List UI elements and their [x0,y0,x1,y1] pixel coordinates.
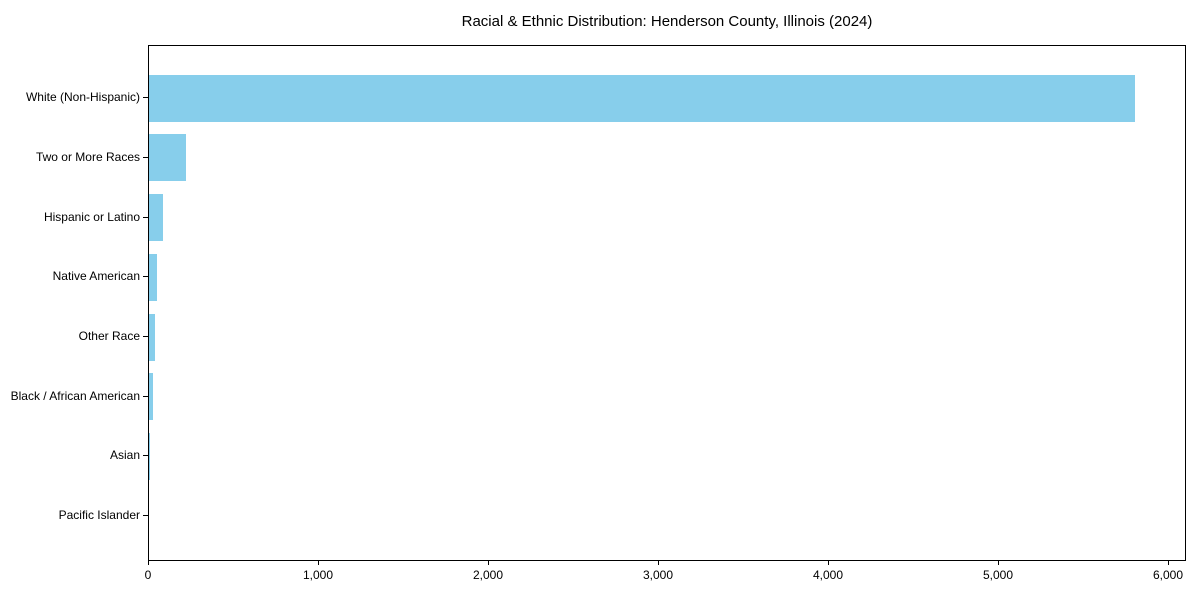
y-axis-label: Asian [109,448,140,463]
y-axis-label: Black / African American [10,388,140,403]
y-axis-tick [143,455,148,457]
bar-native-american [149,253,157,301]
y-axis-label: Other Race [78,329,140,343]
bar-asian [149,432,150,480]
plot-area [148,45,1186,561]
y-axis-tick [143,156,148,158]
x-axis-tick [658,560,659,565]
y-axis-tick [143,515,148,517]
bar-other-race [149,313,155,361]
y-axis-labels: White (Non-Hispanic) Two or More Races His… [0,45,140,561]
y-axis-label: Hispanic or Latino [43,209,140,224]
x-axis-tick-label: 5,000 [982,568,1014,582]
bar-two-or-more-races [149,134,187,182]
x-axis-tick [318,560,319,565]
x-axis-tick-label: 0 [144,568,152,582]
chart-title: Racial & Ethnic Distribution: Henderson … [461,13,873,30]
x-axis-tick-label: 6,000 [1152,568,1184,582]
y-axis-label: Two or More Races [35,149,140,164]
bar-white-non-hispanic [149,74,1135,122]
y-axis-label: White (Non-Hispanic) [25,90,140,105]
y-axis-tick [143,395,148,397]
x-axis-tick-label: 2,000 [472,568,504,582]
y-axis-tick [143,276,148,278]
bar-black-african-american [149,373,154,421]
y-axis-label: Pacific Islander [58,508,140,523]
x-axis-tick [488,560,489,565]
bar-hispanic-or-latino [149,194,163,242]
x-axis-tick [998,560,999,565]
x-axis-tick-label: 4,000 [812,568,844,582]
y-axis-tick [143,97,148,99]
x-axis-tick [1168,560,1169,565]
x-axis-tick [148,560,149,565]
y-axis-label: Native American [52,269,140,284]
x-axis-tick-label: 1,000 [302,568,334,582]
x-axis-tick-label: 3,000 [642,568,674,582]
y-axis-tick [143,336,148,337]
y-axis-tick [143,216,148,218]
x-axis-tick [828,560,829,565]
